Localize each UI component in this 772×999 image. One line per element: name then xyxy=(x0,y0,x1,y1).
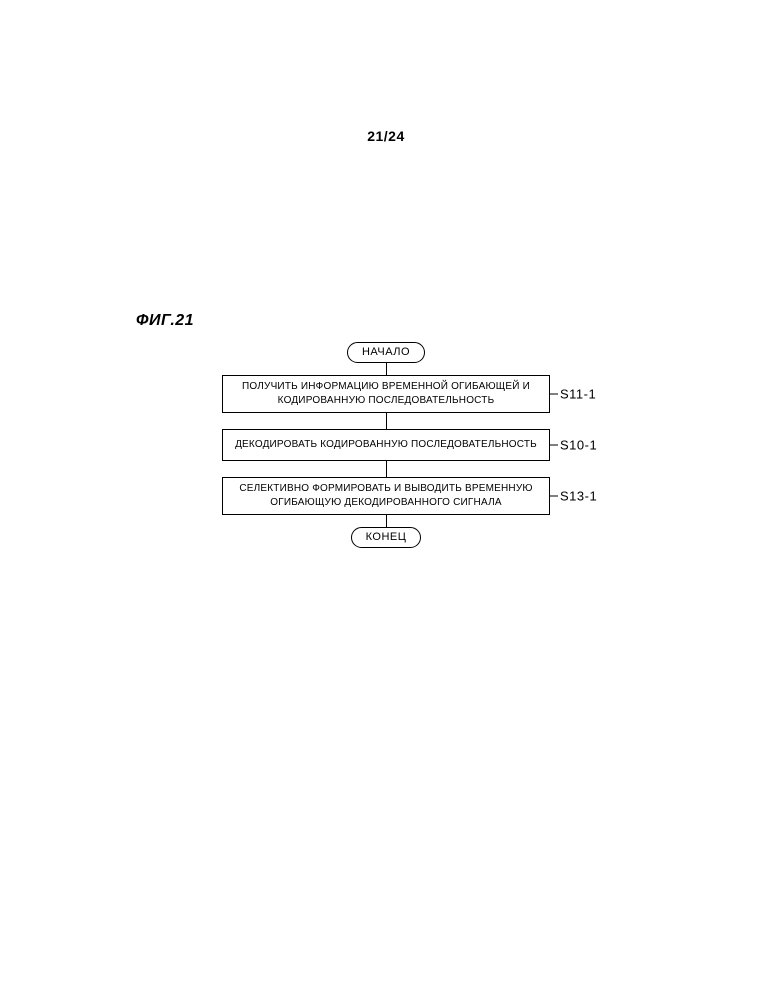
label-tick-1 xyxy=(550,445,558,446)
connector-1 xyxy=(386,413,387,429)
terminator-end: КОНЕЦ xyxy=(351,527,422,548)
process-row-1: ДЕКОДИРОВАТЬ КОДИРОВАННУЮ ПОСЛЕДОВАТЕЛЬН… xyxy=(0,429,772,461)
step-label-s11-1: S11-1 xyxy=(560,387,596,402)
process-row-0: ПОЛУЧИТЬ ИНФОРМАЦИЮ ВРЕМЕННОЙ ОГИБАЮЩЕЙ … xyxy=(0,375,772,413)
connector-3 xyxy=(386,515,387,527)
label-tick-0 xyxy=(550,394,558,395)
flowchart-column: НАЧАЛО ПОЛУЧИТЬ ИНФОРМАЦИЮ ВРЕМЕННОЙ ОГИ… xyxy=(0,342,772,548)
flowchart-fig21: НАЧАЛО ПОЛУЧИТЬ ИНФОРМАЦИЮ ВРЕМЕННОЙ ОГИ… xyxy=(0,342,772,548)
step-label-s13-1: S13-1 xyxy=(560,489,597,504)
connector-2 xyxy=(386,461,387,477)
label-tick-2 xyxy=(550,496,558,497)
terminator-start: НАЧАЛО xyxy=(347,342,425,363)
process-s10-1: ДЕКОДИРОВАТЬ КОДИРОВАННУЮ ПОСЛЕДОВАТЕЛЬН… xyxy=(222,429,550,461)
process-row-2: СЕЛЕКТИВНО ФОРМИРОВАТЬ И ВЫВОДИТЬ ВРЕМЕН… xyxy=(0,477,772,515)
connector-0 xyxy=(386,363,387,375)
figure-title: ФИГ.21 xyxy=(136,312,194,330)
step-label-s10-1: S10-1 xyxy=(560,438,597,453)
process-s11-1: ПОЛУЧИТЬ ИНФОРМАЦИЮ ВРЕМЕННОЙ ОГИБАЮЩЕЙ … xyxy=(222,375,550,413)
page-number: 21/24 xyxy=(0,128,772,144)
process-s13-1: СЕЛЕКТИВНО ФОРМИРОВАТЬ И ВЫВОДИТЬ ВРЕМЕН… xyxy=(222,477,550,515)
